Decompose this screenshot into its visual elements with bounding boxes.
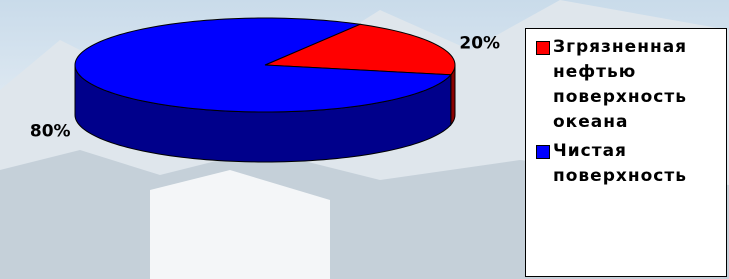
legend-label: Чистая поверхность — [553, 139, 718, 189]
legend-swatch — [536, 145, 550, 159]
legend-item: Згрязненная нефтью поверхность океана — [530, 35, 722, 135]
legend-label: Згрязненная нефтью поверхность океана — [553, 35, 718, 135]
value-label: 80% — [30, 121, 71, 141]
value-label: 20% — [459, 34, 500, 54]
page: 20% 80% Згрязненная нефтью поверхность ок… — [0, 0, 729, 279]
legend-swatch — [536, 41, 550, 55]
legend-item: Чистая поверхность — [530, 139, 722, 189]
